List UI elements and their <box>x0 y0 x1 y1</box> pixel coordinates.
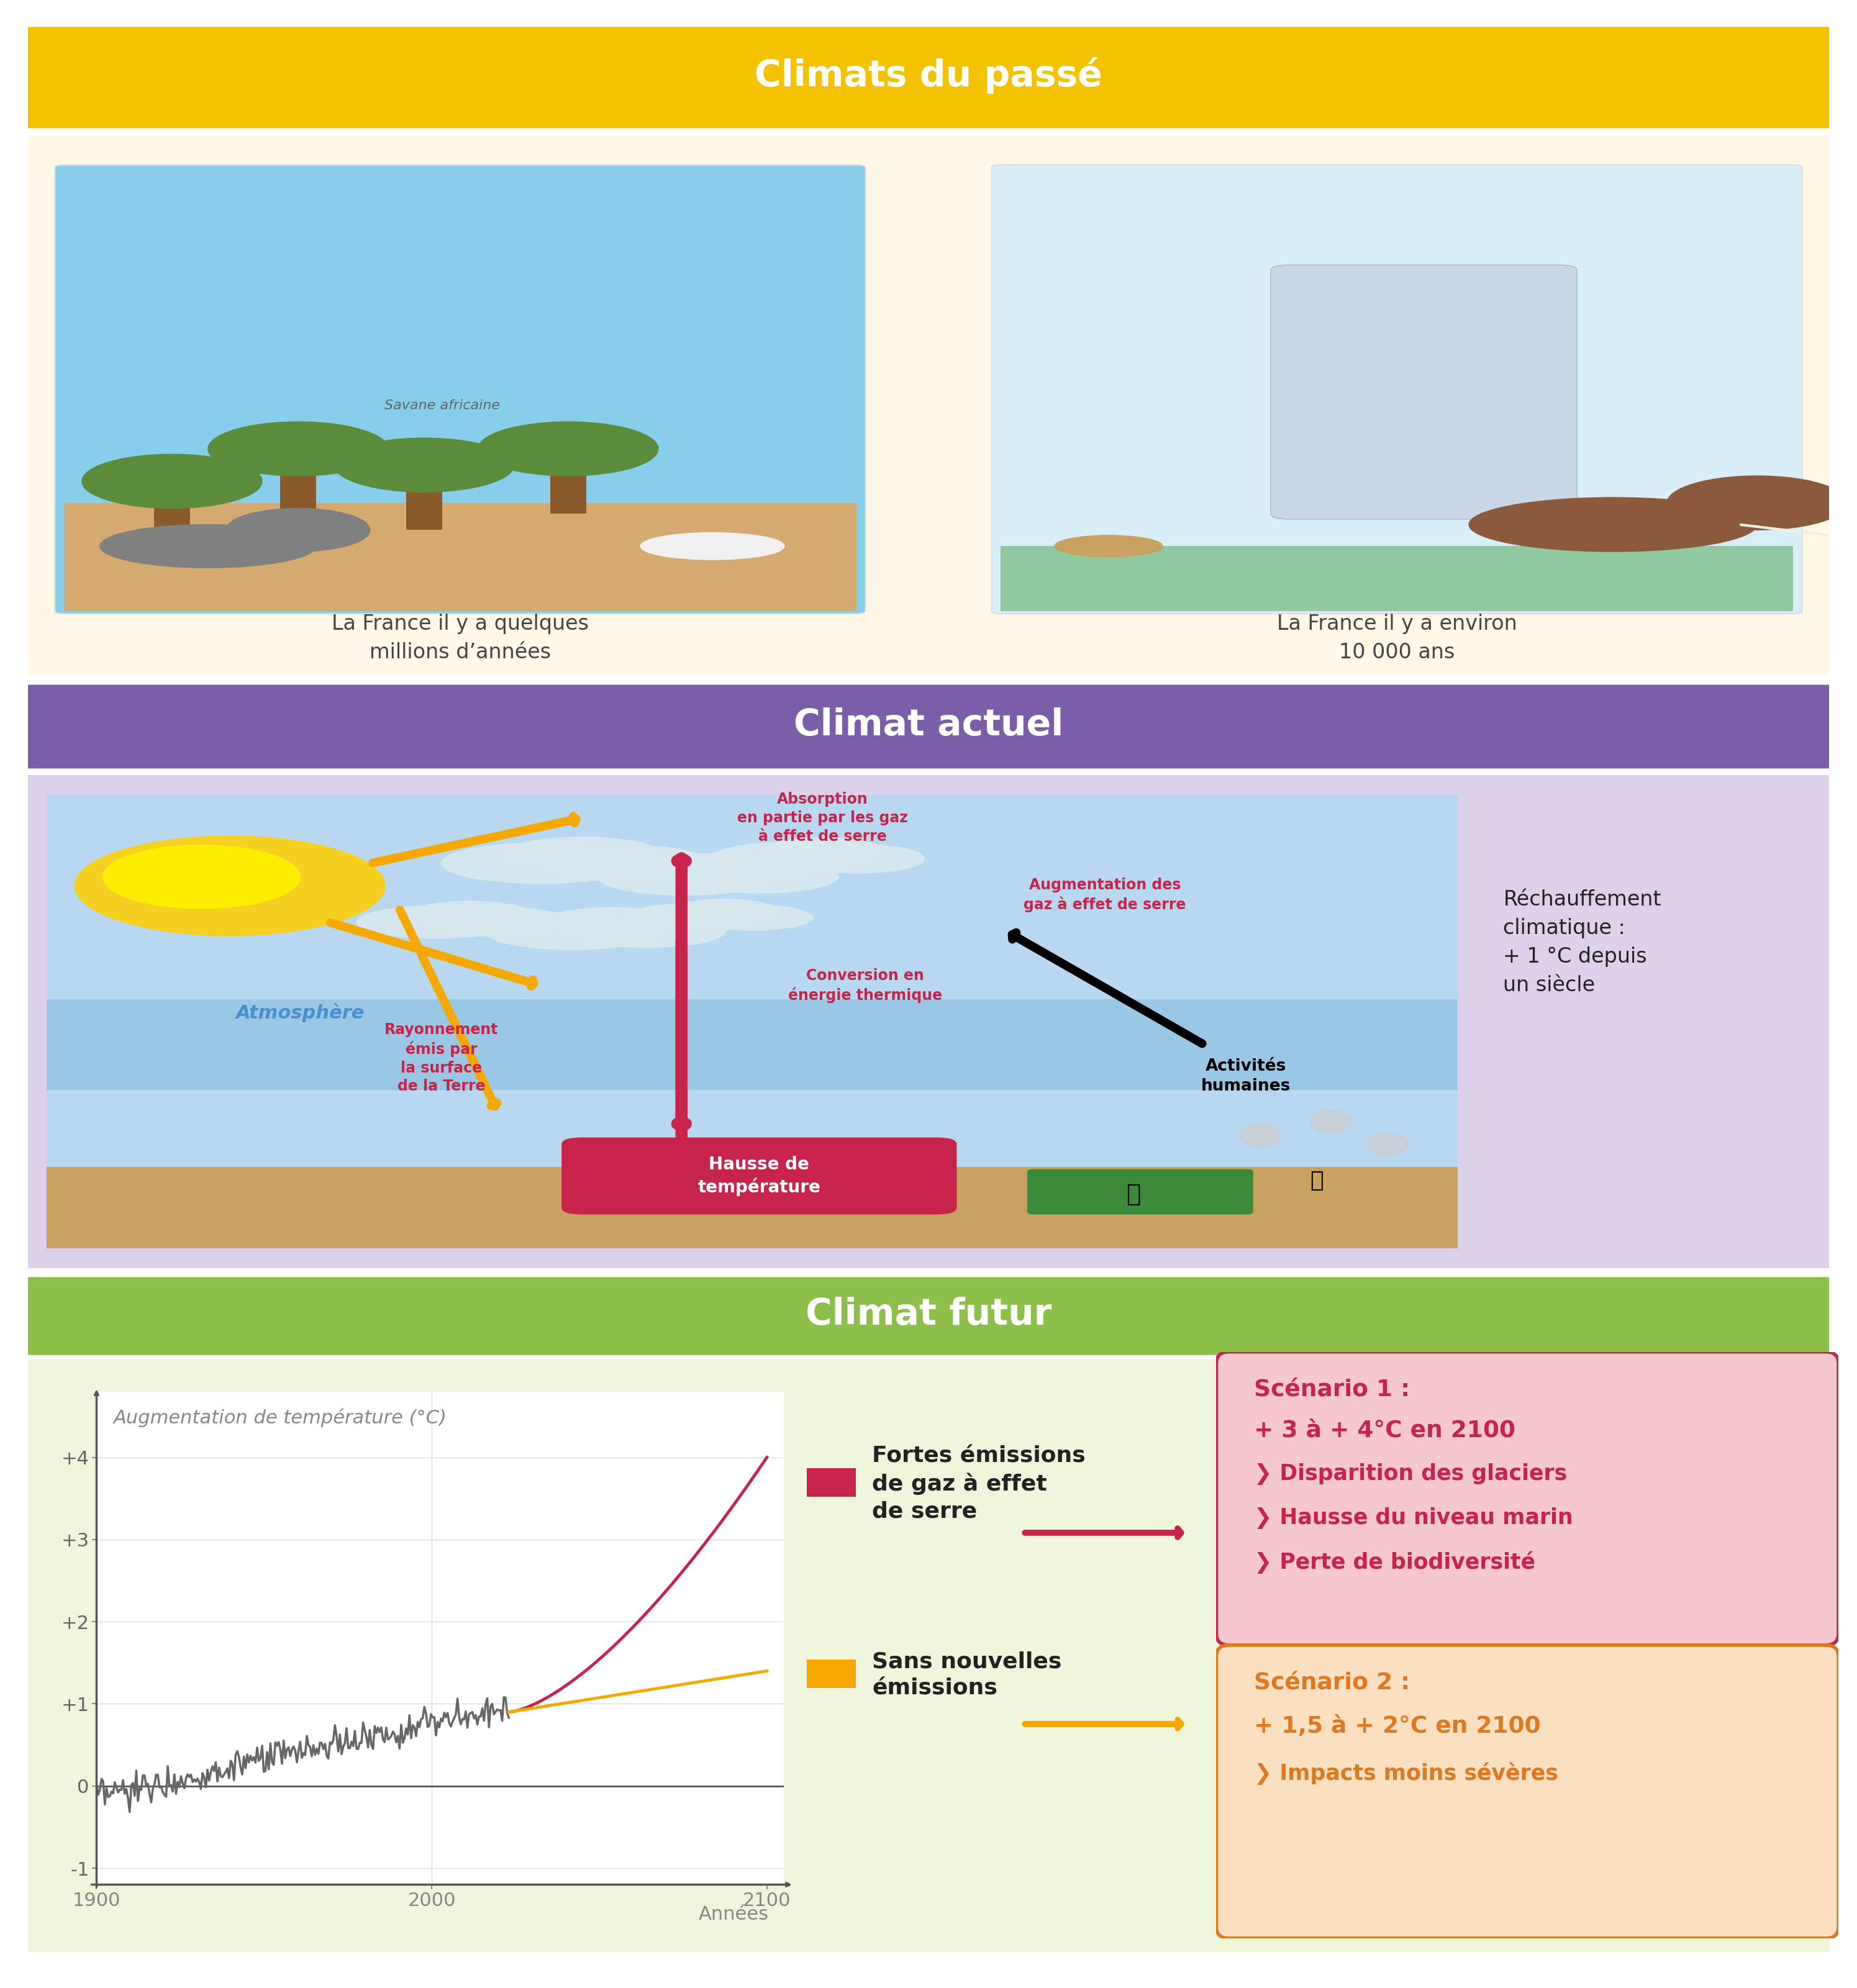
Text: ❯ Hausse du niveau marin: ❯ Hausse du niveau marin <box>1253 1507 1573 1529</box>
FancyBboxPatch shape <box>56 165 865 614</box>
Ellipse shape <box>641 533 784 561</box>
FancyBboxPatch shape <box>1270 264 1577 519</box>
FancyBboxPatch shape <box>0 684 1857 769</box>
Ellipse shape <box>485 912 661 950</box>
Ellipse shape <box>540 845 709 881</box>
Text: + 3 à + 4°C en 2100: + 3 à + 4°C en 2100 <box>1253 1419 1515 1441</box>
Circle shape <box>227 509 370 551</box>
Ellipse shape <box>100 525 316 569</box>
Text: Sans nouvelles
émissions: Sans nouvelles émissions <box>873 1650 1062 1700</box>
Text: Climat futur: Climat futur <box>806 1296 1051 1332</box>
Bar <box>806 1467 856 1497</box>
Text: Savane africaine: Savane africaine <box>384 400 500 412</box>
Ellipse shape <box>1469 497 1757 551</box>
Ellipse shape <box>505 837 661 871</box>
Circle shape <box>102 845 301 909</box>
Text: 🚜: 🚜 <box>1125 1183 1140 1207</box>
Ellipse shape <box>409 901 531 928</box>
Ellipse shape <box>789 845 925 873</box>
Circle shape <box>479 421 659 475</box>
FancyBboxPatch shape <box>1027 1169 1253 1215</box>
Text: ❯ Disparition des glaciers: ❯ Disparition des glaciers <box>1253 1463 1567 1485</box>
Bar <box>63 503 856 610</box>
Ellipse shape <box>357 907 514 938</box>
FancyBboxPatch shape <box>0 1354 1857 1958</box>
Ellipse shape <box>540 907 682 938</box>
FancyBboxPatch shape <box>0 771 1857 1272</box>
Ellipse shape <box>626 903 763 932</box>
Ellipse shape <box>572 914 726 948</box>
Ellipse shape <box>695 905 813 930</box>
Ellipse shape <box>685 861 838 893</box>
Bar <box>280 459 316 513</box>
FancyBboxPatch shape <box>1216 1646 1838 1938</box>
FancyBboxPatch shape <box>28 135 1829 676</box>
Text: Scénario 1 :: Scénario 1 : <box>1253 1378 1409 1402</box>
Bar <box>46 1167 1458 1248</box>
Bar <box>806 1660 856 1688</box>
Text: Augmentation de température (°C): Augmentation de température (°C) <box>113 1408 448 1427</box>
Ellipse shape <box>442 843 639 883</box>
Circle shape <box>82 453 262 509</box>
Bar <box>550 459 587 513</box>
FancyBboxPatch shape <box>1216 1352 1838 1646</box>
Text: Fortes émissions
de gaz à effet
de serre: Fortes émissions de gaz à effet de serre <box>873 1445 1086 1523</box>
Text: La France il y a environ
10 000 ans: La France il y a environ 10 000 ans <box>1278 614 1517 662</box>
Circle shape <box>334 437 514 493</box>
Circle shape <box>1668 475 1848 531</box>
Text: Hausse de
température: Hausse de température <box>698 1155 821 1197</box>
Ellipse shape <box>1309 1109 1352 1133</box>
Text: Absorption
en partie par les gaz
à effet de serre: Absorption en partie par les gaz à effet… <box>737 791 908 843</box>
Ellipse shape <box>436 909 572 936</box>
Ellipse shape <box>1367 1133 1408 1155</box>
Text: Augmentation des
gaz à effet de serre: Augmentation des gaz à effet de serre <box>1023 877 1187 912</box>
Text: Années: Années <box>698 1905 769 1922</box>
Circle shape <box>74 837 384 936</box>
Ellipse shape <box>596 859 774 895</box>
Bar <box>407 475 442 531</box>
Bar <box>154 493 189 547</box>
Text: Conversion en
énergie thermique: Conversion en énergie thermique <box>787 968 941 1002</box>
Text: Scénario 2 :: Scénario 2 : <box>1253 1672 1409 1694</box>
Text: 🏭: 🏭 <box>1309 1169 1324 1191</box>
Circle shape <box>208 421 388 475</box>
Text: Réchauffement
climatique :
+ 1 °C depuis
un siècle: Réchauffement climatique : + 1 °C depuis… <box>1502 889 1662 996</box>
Ellipse shape <box>1055 535 1162 557</box>
Text: + 1,5 à + 2°C en 2100: + 1,5 à + 2°C en 2100 <box>1253 1716 1539 1738</box>
FancyBboxPatch shape <box>46 795 1458 1248</box>
Text: Activités
humaines: Activités humaines <box>1201 1058 1291 1093</box>
FancyBboxPatch shape <box>0 28 1857 127</box>
Text: ❯ Impacts moins sévères: ❯ Impacts moins sévères <box>1253 1763 1558 1785</box>
Text: ❯ Perte de biodiversité: ❯ Perte de biodiversité <box>1253 1551 1536 1574</box>
Ellipse shape <box>1239 1123 1281 1147</box>
Bar <box>46 1000 1458 1089</box>
Ellipse shape <box>654 853 793 885</box>
FancyBboxPatch shape <box>0 1276 1857 1356</box>
Text: La France il y a quelques
millions d’années: La France il y a quelques millions d’ann… <box>332 614 589 662</box>
FancyBboxPatch shape <box>992 165 1801 614</box>
Ellipse shape <box>670 899 778 922</box>
Text: Climats du passé: Climats du passé <box>754 58 1103 93</box>
Ellipse shape <box>761 837 884 865</box>
Bar <box>1001 547 1794 610</box>
Ellipse shape <box>709 843 867 875</box>
Text: Atmosphère: Atmosphère <box>236 1004 364 1022</box>
FancyBboxPatch shape <box>561 1137 956 1215</box>
Text: Rayonnement
émis par
la surface
de la Terre: Rayonnement émis par la surface de la Te… <box>384 1022 498 1093</box>
Text: Climat actuel: Climat actuel <box>793 708 1064 744</box>
